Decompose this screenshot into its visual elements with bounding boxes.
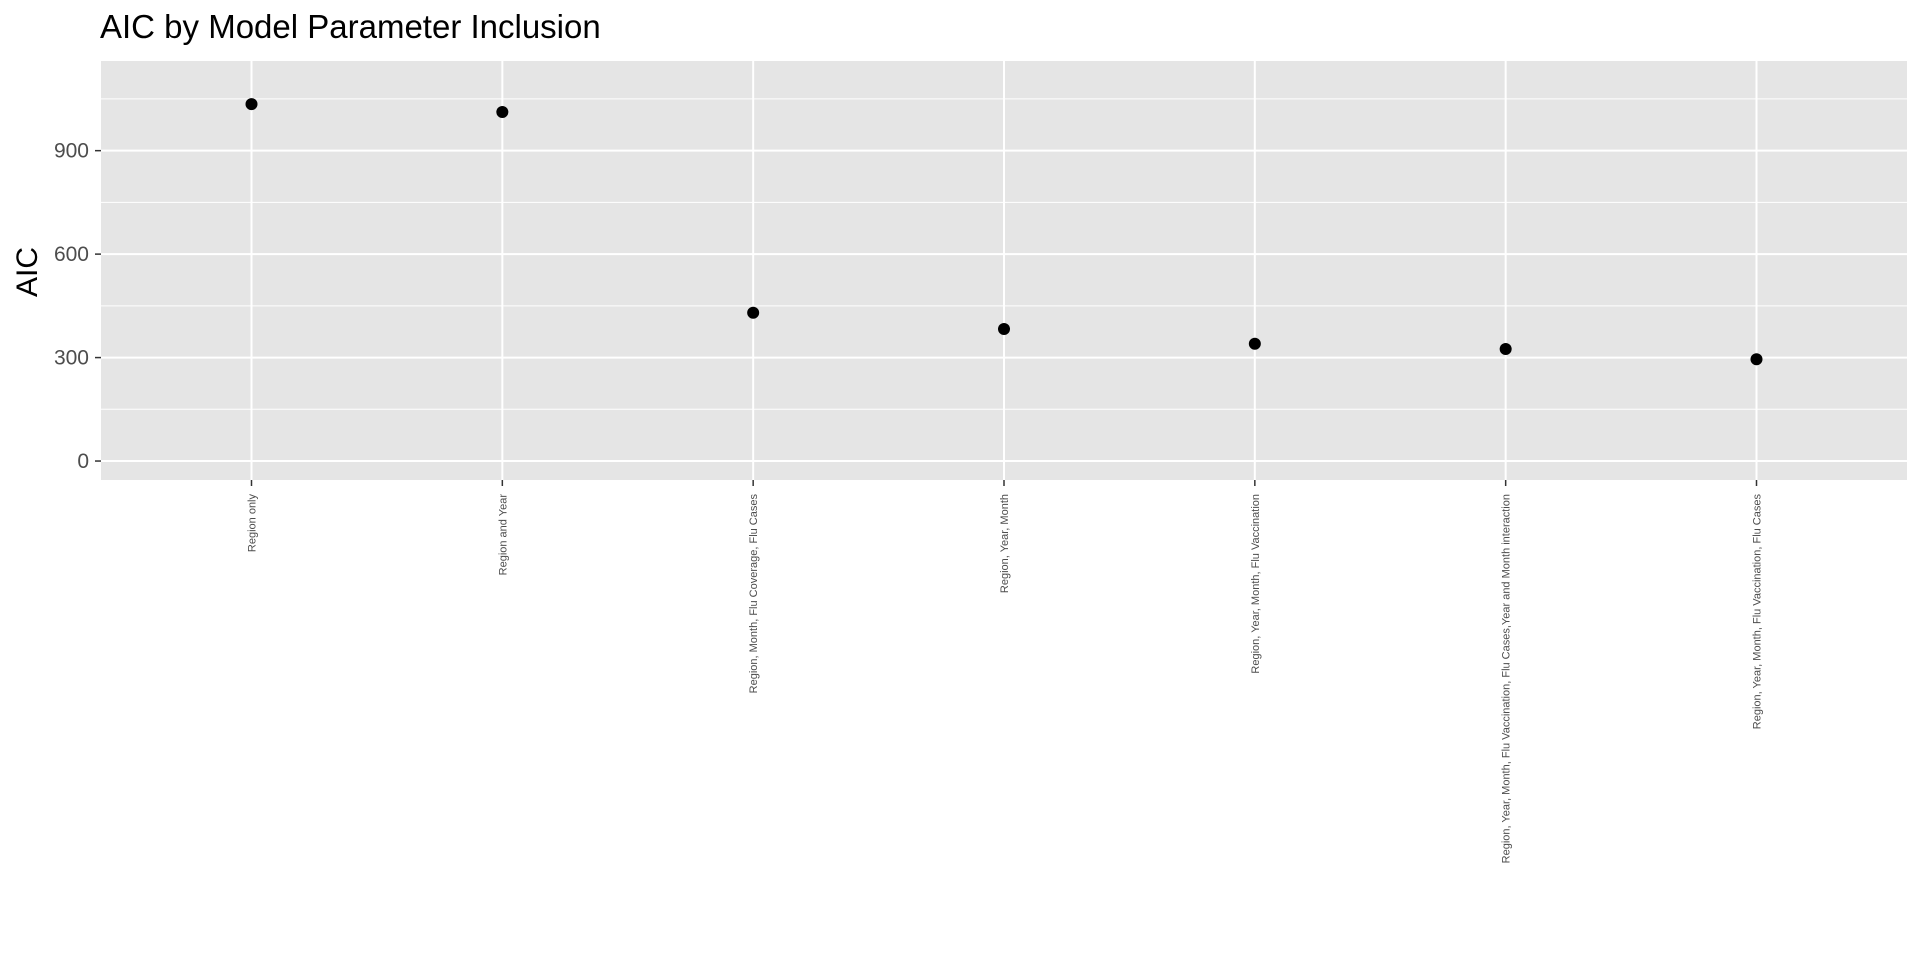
data-point: [1750, 353, 1763, 366]
data-point: [245, 98, 258, 111]
data-points: [245, 98, 1763, 366]
y-axis-label: AIC: [11, 247, 44, 297]
x-axis-ticks: Region only Region and Year Region, Month,…: [247, 480, 1764, 863]
data-point: [998, 322, 1010, 335]
x-tick-label: Region, Month, Flu Coverage, Flu Cases: [748, 494, 760, 694]
x-tick-label: Region, Year, Month: [999, 494, 1011, 593]
chart-title: AIC by Model Parameter Inclusion: [100, 8, 601, 45]
x-tick-label: Region, Year, Month, Flu Vaccination: [1250, 494, 1262, 674]
major-gridlines: [101, 61, 1907, 480]
x-tick-label: Region and Year: [497, 494, 509, 576]
x-tick-label: Region, Year, Month, Flu Vaccination, Fl…: [1752, 494, 1764, 730]
y-tick-label: 300: [54, 347, 89, 370]
data-point: [496, 106, 509, 119]
x-tick-label: Region, Year, Month, Flu Vaccination, Fl…: [1501, 494, 1513, 863]
y-tick-label: 900: [54, 140, 89, 163]
y-tick-label: 0: [77, 450, 89, 473]
y-axis-ticks: 0 300 600 900: [54, 140, 101, 473]
data-point: [1248, 337, 1261, 350]
data-point: [1499, 342, 1512, 355]
x-tick-label: Region only: [247, 494, 259, 553]
y-tick-label: 600: [54, 243, 89, 266]
data-point: [747, 306, 760, 319]
